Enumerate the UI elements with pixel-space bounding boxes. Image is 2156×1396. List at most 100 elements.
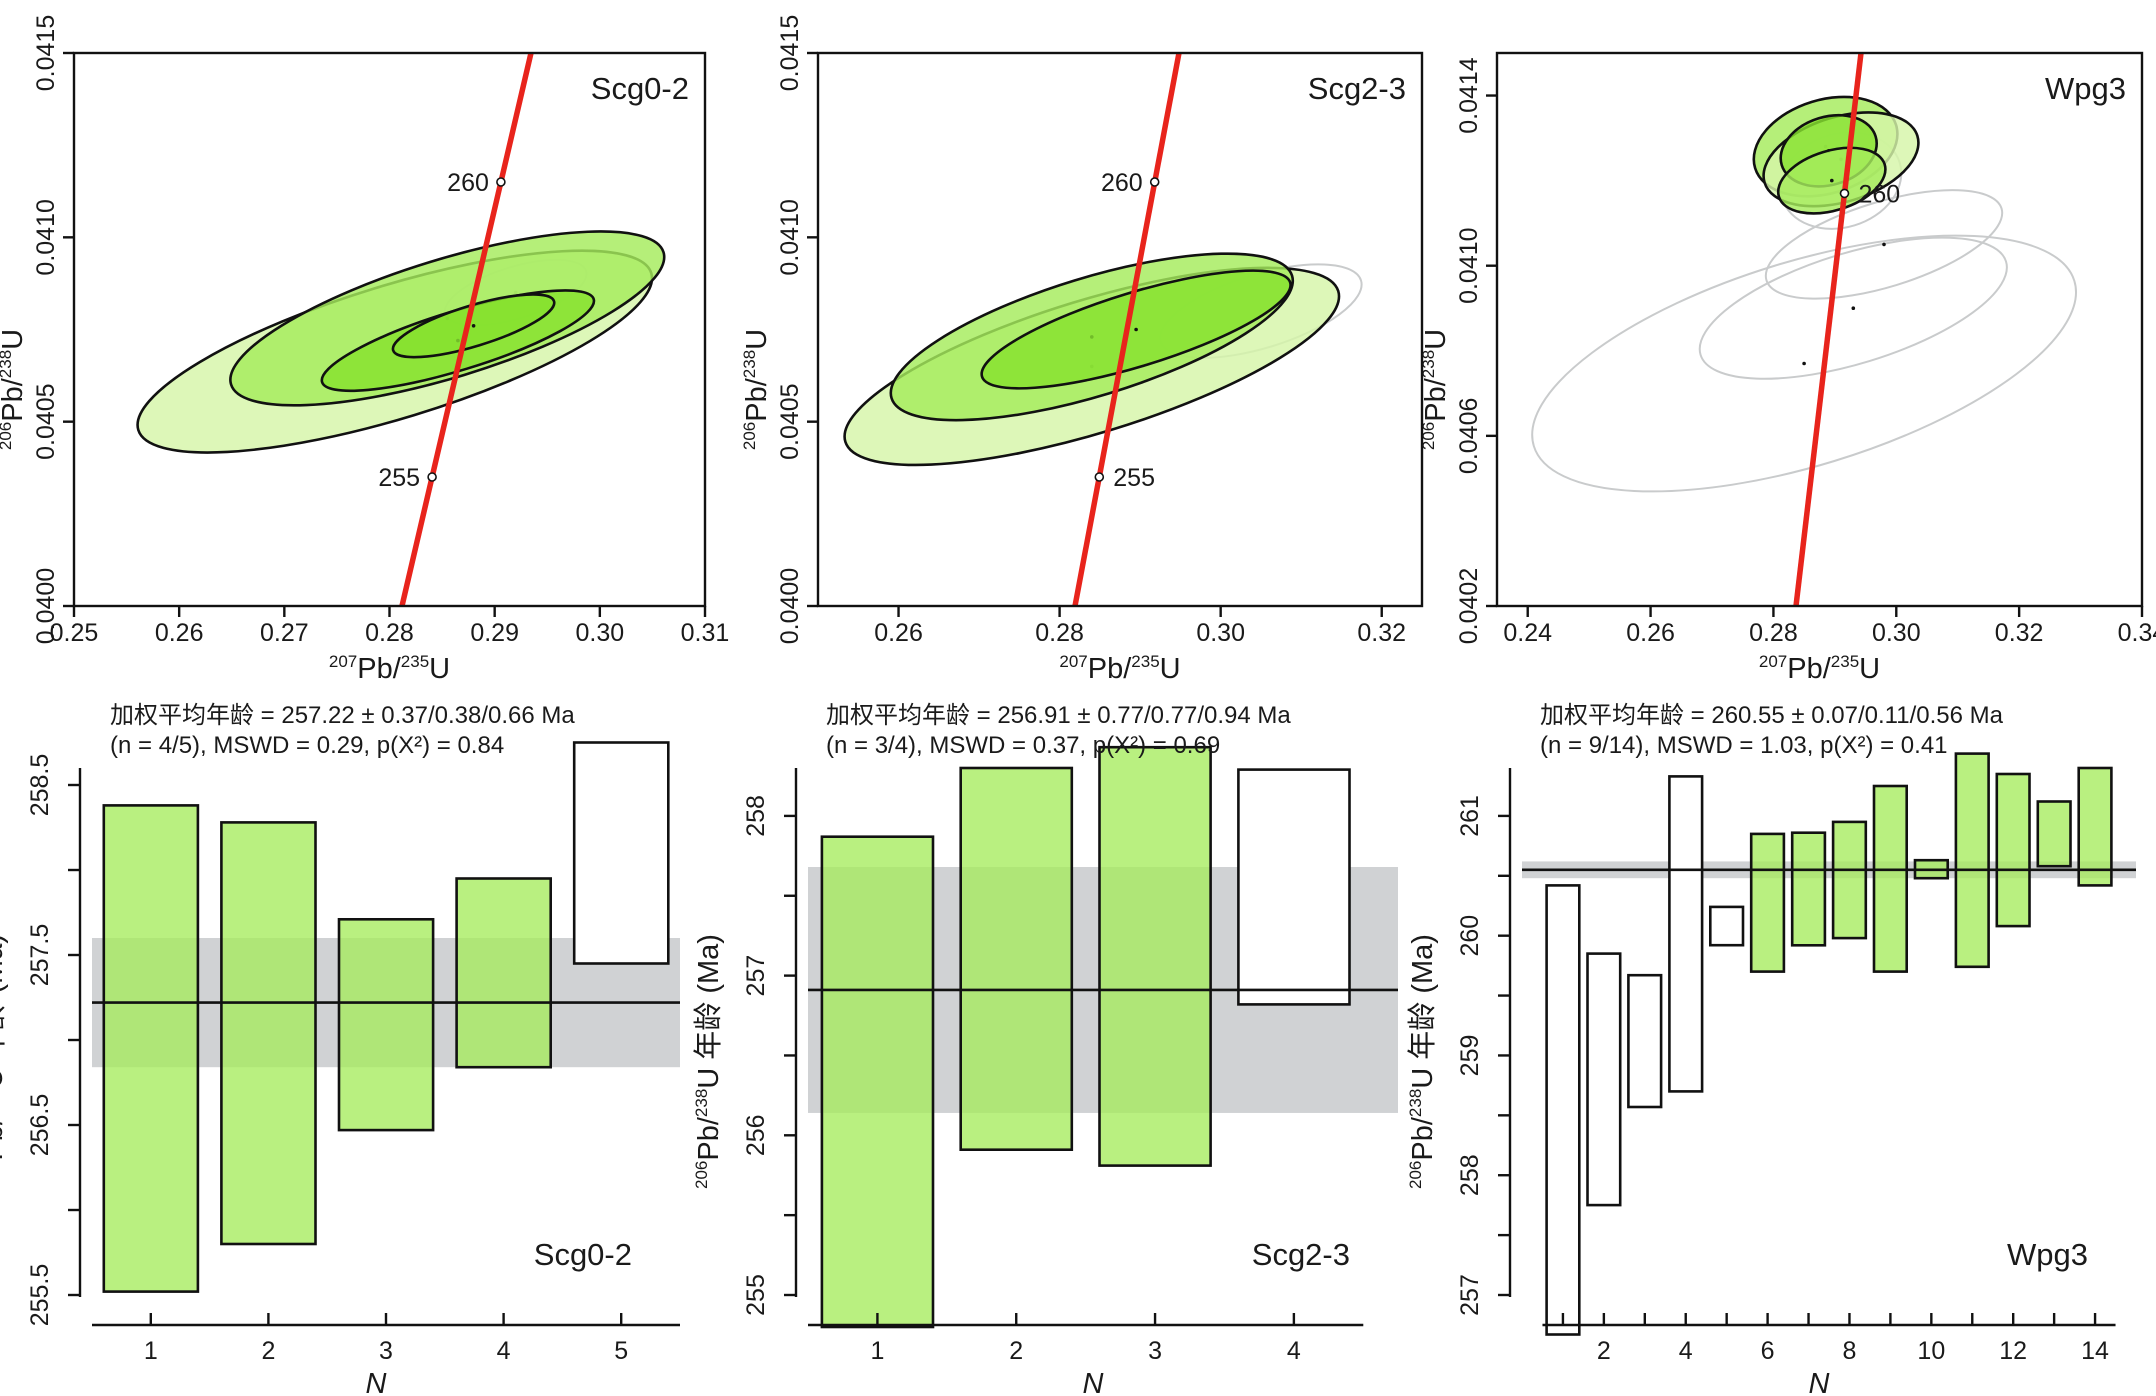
age-bar	[1749, 832, 1786, 973]
x-tick-label: 3	[1148, 1337, 1162, 1365]
superscript: 235	[1831, 652, 1859, 671]
concordia-panel-0: 255 260 0.25 0.26 0.27 0.28 0.29 0.30 0.31 0.0400…	[0, 15, 729, 685]
y-tick-label: 0.0402	[1455, 568, 1483, 644]
weighted-mean-panel-1: 255 256 257 258 1 2 3 4 N 加权平均年龄 = 256.91 ± 0.77/…	[692, 702, 1398, 1396]
label-part: U	[693, 1068, 725, 1089]
y-tick-label: 258.5	[26, 754, 54, 817]
weighted-mean-age: 加权平均年龄 = 260.55 ± 0.07/0.11/0.56 Ma	[1540, 702, 2004, 729]
age-label: 255	[1113, 464, 1155, 492]
superscript: 206	[692, 1161, 711, 1189]
statistics: (n = 4/5), MSWD = 0.29, p(X²) = 0.84	[110, 732, 504, 759]
label-part: U	[1420, 329, 1452, 350]
y-tick-label: 0.0415	[776, 15, 804, 91]
x-tick-label: 4	[497, 1337, 511, 1365]
age-bar	[1872, 784, 1909, 973]
age-bar	[1995, 772, 2031, 928]
label-part: Pb/	[1787, 653, 1831, 685]
plot-frame	[816, 51, 1424, 608]
label-part: U	[0, 1068, 9, 1089]
superscript: 235	[401, 652, 429, 671]
y-tick-label: 258	[742, 795, 770, 837]
age-label: 260	[1101, 169, 1143, 197]
y-axis-label: 206Pb/238U 年龄 (Ma)	[0, 934, 9, 1189]
superscript: 238	[1419, 350, 1438, 378]
label-part: U	[1859, 653, 1880, 685]
panel-title: Scg0-2	[534, 1237, 632, 1272]
age-bar	[572, 741, 670, 965]
age-bar	[1790, 831, 1827, 947]
x-tick-label: 0.26	[874, 619, 923, 647]
y-tick-label: 257	[1456, 1274, 1484, 1316]
weighted-mean-age: 加权平均年龄 = 257.22 ± 0.37/0.38/0.66 Ma	[110, 702, 575, 729]
y-tick-label: 257	[742, 955, 770, 997]
label-part: 年龄 (Ma)	[692, 934, 725, 1068]
age-label: 260	[447, 169, 489, 197]
y-tick-label: 0.0414	[1455, 57, 1483, 134]
plot-frame	[1495, 51, 2144, 608]
plot-area	[136, 53, 666, 606]
age-bar	[2077, 766, 2113, 887]
x-tick-label: 0.32	[1995, 619, 2044, 647]
y-tick-label: 257.5	[26, 924, 54, 987]
age-bar	[220, 821, 317, 1246]
weighted-mean-panel-2: 257 258 259 260 261 2 4 6 8 10 12 14 N 加权平均年龄 = 260.5…	[1406, 702, 2136, 1396]
age-bar	[1709, 905, 1745, 947]
x-axis-label: 207Pb/235U	[1059, 652, 1180, 685]
label-part: U	[741, 329, 773, 350]
x-tick-label: 0.30	[1196, 619, 1245, 647]
concordia-panel-2: 260 0.24 0.26 0.28 0.30 0.32 0.34 0.0402 0.0406 0…	[1419, 51, 2156, 685]
y-axis-label: 206Pb/238U 年龄 (Ma)	[1406, 934, 1439, 1189]
y-tick-label: 258	[1456, 1154, 1484, 1196]
age-bar	[1545, 884, 1581, 1336]
x-axis-label: N	[1083, 1368, 1104, 1396]
label-part: Pb/	[357, 653, 401, 685]
age-marker	[1839, 188, 1850, 199]
concordia-curve	[1793, 53, 1864, 606]
y-axis-label: 206Pb/238U 年龄 (Ma)	[692, 934, 725, 1189]
x-tick-label: 2	[1597, 1337, 1611, 1365]
x-tick-label: 0.28	[1035, 619, 1084, 647]
y-tick-label: 256.5	[26, 1094, 54, 1157]
x-tick-label: 4	[1679, 1337, 1693, 1365]
x-tick-label: 4	[1287, 1337, 1301, 1365]
label-part: 年龄 (Ma)	[0, 934, 9, 1068]
age-bar	[1237, 768, 1351, 1006]
panel-title: Wpg3	[2007, 1237, 2088, 1272]
y-tick-label: 259	[1456, 1035, 1484, 1077]
x-tick-label: 0.30	[1872, 619, 1921, 647]
superscript: 238	[692, 1089, 711, 1117]
age-bar	[102, 804, 200, 1293]
age-bar	[337, 917, 435, 1132]
y-tick-label: 255.5	[26, 1264, 54, 1327]
superscript: 206	[740, 422, 759, 450]
panel-title: Scg0-2	[591, 71, 689, 106]
x-tick-label: 3	[379, 1337, 393, 1365]
y-tick-label: 255	[742, 1274, 770, 1316]
panel-title: Wpg3	[2045, 71, 2126, 106]
label-part: U	[1407, 1068, 1439, 1089]
y-axis-label: 206Pb/238U	[0, 329, 29, 450]
age-bar	[1627, 973, 1663, 1109]
x-axis-label: N	[366, 1368, 387, 1396]
superscript: 206	[0, 422, 15, 450]
weighted-mean-age: 加权平均年龄 = 256.91 ± 0.77/0.77/0.94 Ma	[826, 702, 1291, 729]
age-marker	[1149, 177, 1160, 187]
statistics: (n = 3/4), MSWD = 0.37, p(X²) = 0.69	[826, 732, 1220, 759]
y-tick-label: 256	[742, 1114, 770, 1156]
concordia-curve	[1072, 53, 1182, 606]
x-tick-label: 5	[614, 1337, 628, 1365]
age-bar	[455, 877, 553, 1069]
x-tick-label: 0.32	[1357, 619, 1406, 647]
ellipse-center-dot	[1802, 361, 1806, 366]
age-bar	[1831, 820, 1868, 940]
superscript: 238	[740, 350, 759, 378]
superscript: 207	[329, 652, 357, 671]
error-ellipse	[1531, 234, 2077, 493]
x-tick-label: 0.28	[365, 619, 414, 647]
age-bar	[1954, 752, 1990, 969]
y-tick-label: 0.0415	[32, 15, 60, 91]
ellipse-center-dot	[1882, 242, 1886, 247]
y-tick-label: 261	[1456, 795, 1484, 837]
x-axis-label: 207Pb/235U	[1759, 652, 1880, 685]
